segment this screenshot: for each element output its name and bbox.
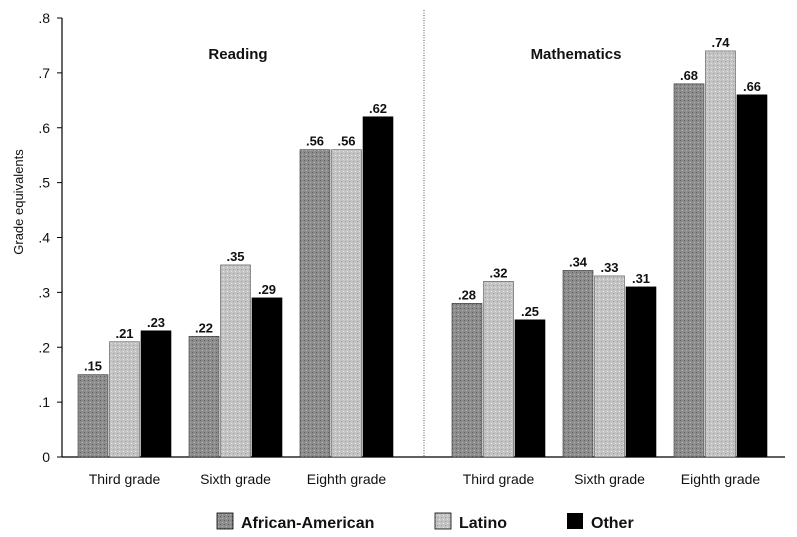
bar-reading-2-0 [299, 149, 331, 458]
panel-titles: Reading Mathematics [208, 46, 621, 63]
y-tick-label: .3 [38, 284, 50, 300]
bar-reading-0-2 [140, 330, 172, 458]
bar-reading-1-2 [251, 297, 283, 458]
legend-label-other: Other [591, 515, 634, 532]
value-label: .35 [226, 249, 244, 264]
value-label: .68 [680, 68, 698, 83]
bar-reading-0-0 [77, 374, 109, 458]
category-label: Third grade [463, 471, 535, 487]
value-label: .29 [258, 282, 276, 297]
value-label: .31 [632, 271, 650, 286]
value-label: .22 [195, 320, 213, 335]
y-tick-label: .5 [38, 175, 50, 191]
y-ticks: 0 .1 .2 .3 .4 .5 .6 .7 .8 [38, 10, 62, 465]
bars [77, 50, 768, 458]
category-labels: Third grade Sixth grade Eighth grade Third … [89, 471, 761, 487]
value-label: .25 [521, 304, 539, 319]
y-tick-label: .8 [38, 10, 50, 26]
bar-mathematics-2-2 [736, 94, 768, 458]
value-label: .34 [569, 254, 588, 269]
value-label: .56 [306, 134, 324, 149]
value-label: .33 [600, 260, 618, 275]
category-label: Sixth grade [200, 471, 271, 487]
value-label: .74 [711, 35, 730, 50]
bar-reading-1-0 [188, 335, 220, 458]
panel-title-mathematics: Mathematics [531, 46, 622, 63]
y-tick-label: 0 [42, 449, 50, 465]
legend: African-American Latino Other [216, 512, 634, 532]
legend-label-latino: Latino [459, 515, 507, 532]
category-label: Third grade [89, 471, 161, 487]
value-label: .28 [458, 287, 476, 302]
value-label: .15 [84, 359, 102, 374]
value-label: .66 [743, 79, 761, 94]
category-label: Eighth grade [307, 471, 387, 487]
bar-mathematics-1-0 [562, 270, 594, 458]
bar-mathematics-0-0 [451, 303, 483, 458]
bar-mathematics-2-0 [673, 83, 705, 458]
bar-mathematics-1-2 [625, 286, 657, 458]
bar-reading-2-1 [331, 149, 362, 458]
value-label: .32 [489, 265, 507, 280]
value-label: .56 [337, 134, 355, 149]
value-labels: .15 .21 .23 .22 .35 .29 .56 .56 .62 .28 .32 .25 .34.… [84, 35, 761, 374]
y-tick-label: .6 [38, 120, 50, 136]
bar-mathematics-2-1 [705, 50, 736, 458]
value-label: .62 [369, 101, 387, 116]
bar-reading-1-1 [220, 264, 251, 458]
legend-label-african-american: African-American [241, 515, 374, 532]
y-tick-label: .7 [38, 65, 50, 81]
value-label: .23 [147, 315, 165, 330]
bar-reading-2-2 [362, 116, 394, 458]
bar-mathematics-1-1 [594, 275, 625, 458]
y-tick-label: .1 [38, 394, 50, 410]
bar-mathematics-0-2 [514, 319, 546, 458]
value-label: .21 [115, 326, 133, 341]
panel-title-reading: Reading [208, 46, 267, 63]
legend-swatch-african-american [216, 512, 234, 530]
legend-swatch-other [567, 513, 583, 529]
bar-mathematics-0-1 [483, 281, 514, 458]
legend-swatch-latino [434, 512, 452, 530]
y-axis-label: Grade equivalents [11, 149, 26, 255]
y-tick-label: .2 [38, 339, 50, 355]
bar-reading-0-1 [109, 341, 140, 458]
y-tick-label: .4 [38, 230, 50, 246]
category-label: Sixth grade [574, 471, 645, 487]
category-label: Eighth grade [681, 471, 761, 487]
